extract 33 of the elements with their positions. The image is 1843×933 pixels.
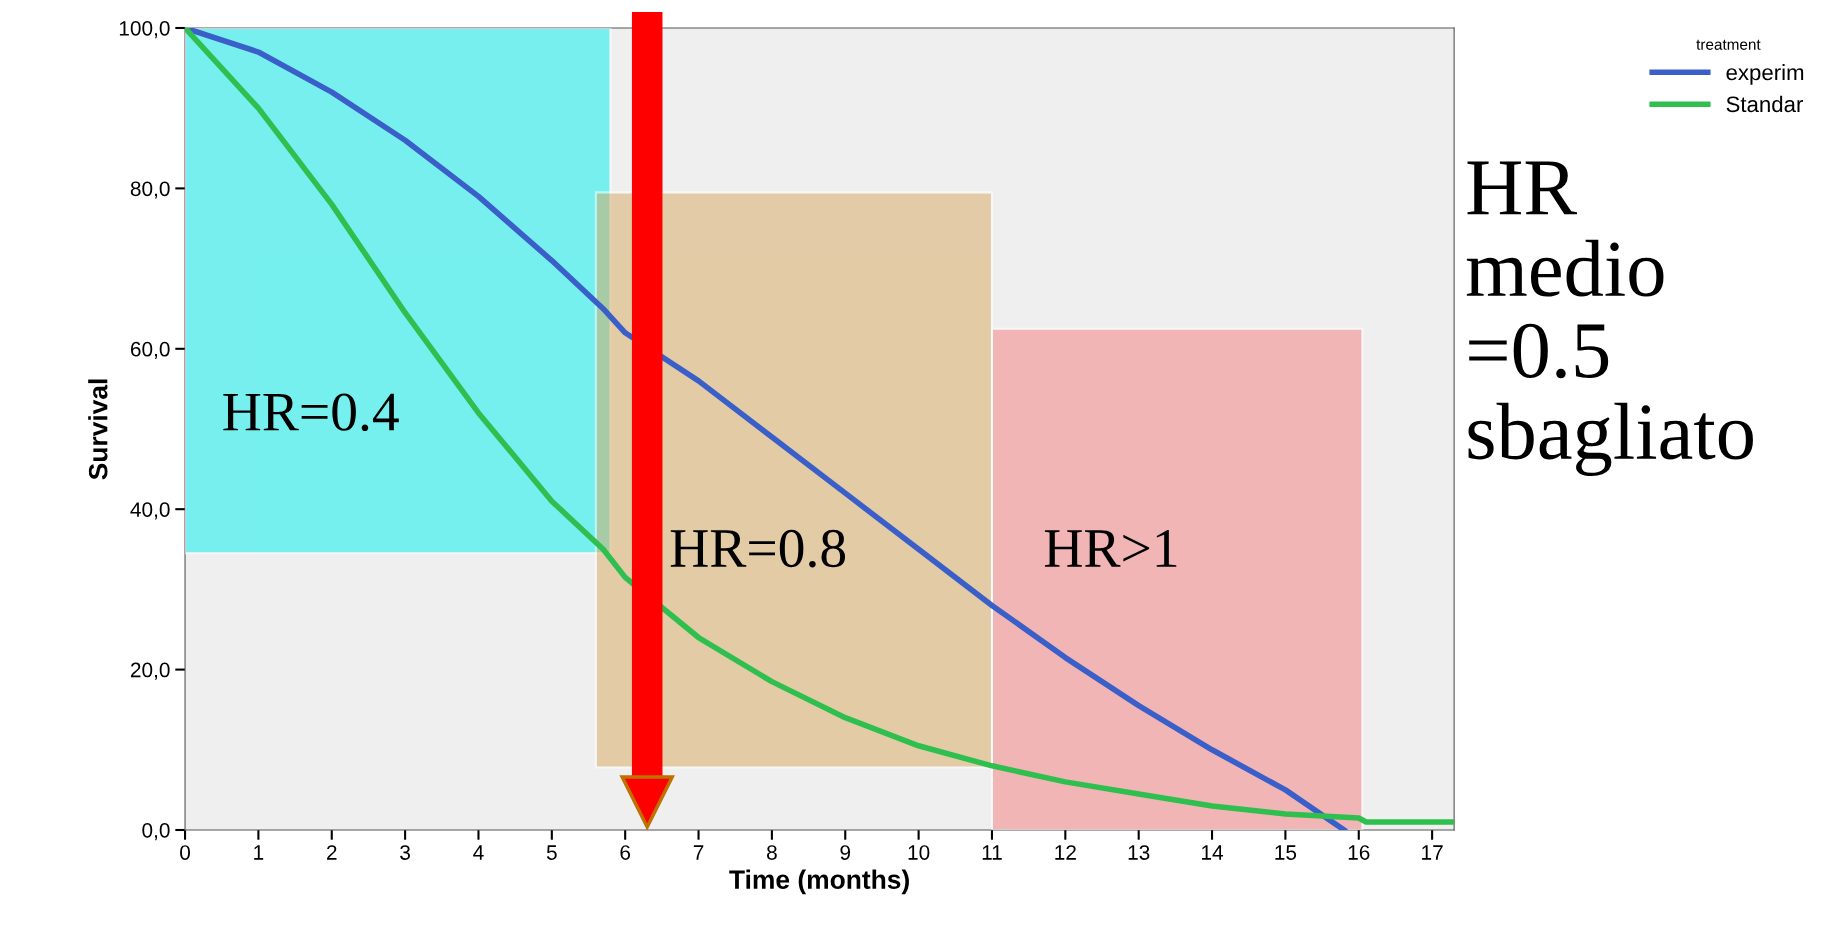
x-tick-label: 6 <box>620 845 631 860</box>
band-label: HR>1 <box>1044 529 1177 567</box>
x-tick-label: 14 <box>1202 845 1224 860</box>
legend-label: experim <box>1726 64 1804 85</box>
x-tick-label: 10 <box>908 845 930 860</box>
y-axis-title: Survival <box>88 379 108 480</box>
x-tick-label: 1 <box>254 845 264 860</box>
x-tick-label: 11 <box>982 845 1002 860</box>
y-tick-label: 80,0 <box>130 181 170 199</box>
x-tick-label: 15 <box>1275 845 1297 860</box>
x-tick-label: 5 <box>546 845 557 860</box>
legend-title: treatment <box>1696 39 1761 50</box>
legend-label: Standar <box>1726 95 1803 113</box>
x-tick-label: 9 <box>840 845 851 860</box>
text: HR medio =0.5 sbagliato <box>1466 161 1753 477</box>
x-tick-label: 0 <box>180 845 191 860</box>
x-tick-label: 13 <box>1128 845 1150 860</box>
y-tick-label: 40,0 <box>130 502 170 520</box>
x-axis-title: Time (months) <box>729 869 909 895</box>
band-label: HR=0.4 <box>223 393 399 432</box>
x-tick-label: 17 <box>1422 845 1443 860</box>
x-tick-label: 7 <box>693 845 704 860</box>
band-label: HR=0.8 <box>670 529 846 568</box>
x-tick-label: 4 <box>473 845 484 860</box>
y-tick-label: 60,0 <box>130 341 170 360</box>
x-tick-label: 12 <box>1055 845 1076 860</box>
y-tick-label: 100,0 <box>119 20 170 39</box>
y-tick-label: 0,0 <box>142 823 170 841</box>
x-tick-label: 8 <box>767 845 777 860</box>
x-tick-label: 3 <box>400 845 410 860</box>
x-tick-label: 16 <box>1348 845 1370 860</box>
x-tick-label: 2 <box>327 845 337 860</box>
y-tick-label: 20,0 <box>130 662 170 680</box>
